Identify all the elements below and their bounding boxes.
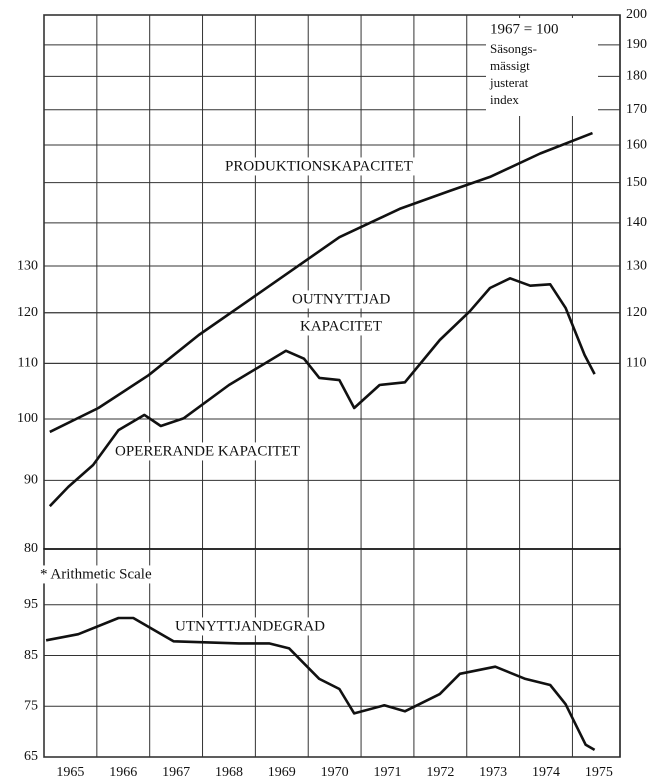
annotation: 1967 = 100 <box>490 21 558 37</box>
y-tick-label: 100 <box>17 411 38 426</box>
y2-tick-label: 140 <box>626 215 647 230</box>
annotation-bg <box>297 317 385 336</box>
x-tick-label: 1967 <box>162 765 190 780</box>
annotation: justerat <box>489 75 529 90</box>
y-tick-label: 130 <box>17 258 38 273</box>
x-tick-label: 1968 <box>215 765 243 780</box>
y2-tick-label: 120 <box>626 305 647 320</box>
x-tick-label: 1969 <box>268 765 296 780</box>
y2-tick-label: 190 <box>626 37 647 52</box>
y-tick-label: 110 <box>18 356 38 371</box>
x-tick-label: 1971 <box>373 765 401 780</box>
y2-tick-label: 200 <box>626 7 647 22</box>
y-tick-label: 95 <box>24 597 38 612</box>
series-label-bg <box>222 157 416 176</box>
series-line <box>49 131 593 434</box>
y-tick-label: 90 <box>24 473 38 488</box>
annotation: OUTNYTTJAD <box>292 291 390 307</box>
y2-tick-label: 180 <box>626 69 647 84</box>
y2-tick-label: 150 <box>626 175 647 190</box>
annotation: index <box>490 92 519 107</box>
y-tick-label: 75 <box>24 698 38 713</box>
annotation: * Arithmetic Scale <box>40 566 152 582</box>
y2-tick-label: 110 <box>626 356 646 371</box>
x-tick-label: 1975 <box>585 765 613 780</box>
y-tick-label: 120 <box>17 305 38 320</box>
annotation-bg <box>289 290 394 309</box>
series-label-bg <box>172 617 329 636</box>
y2-tick-label: 130 <box>626 258 647 273</box>
annotation: KAPACITET <box>300 318 382 334</box>
series-label: PRODUKTIONSKAPACITET <box>225 158 413 174</box>
y-tick-label: 65 <box>24 749 38 764</box>
y2-tick-label: 160 <box>626 137 647 152</box>
y-tick-label: 80 <box>24 541 38 556</box>
x-tick-label: 1974 <box>532 765 560 780</box>
y-tick-label: 85 <box>24 648 38 663</box>
x-tick-label: 1973 <box>479 765 507 780</box>
x-tick-label: 1966 <box>109 765 137 780</box>
series-label-bg <box>112 442 303 461</box>
annotation: mässigt <box>490 58 530 73</box>
annotation-bg <box>37 565 155 584</box>
x-tick-label: 1972 <box>426 765 454 780</box>
x-tick-label: 1970 <box>321 765 349 780</box>
annotation: Säsongs- <box>490 41 537 56</box>
series-label: OPERERANDE KAPACITET <box>115 443 300 459</box>
x-tick-label: 1965 <box>56 765 84 780</box>
note-box <box>486 18 598 116</box>
series-label: UTNYTTJANDEGRAD <box>175 618 325 634</box>
series-line <box>48 277 596 508</box>
series-line <box>45 616 596 752</box>
y2-tick-label: 170 <box>626 102 647 117</box>
